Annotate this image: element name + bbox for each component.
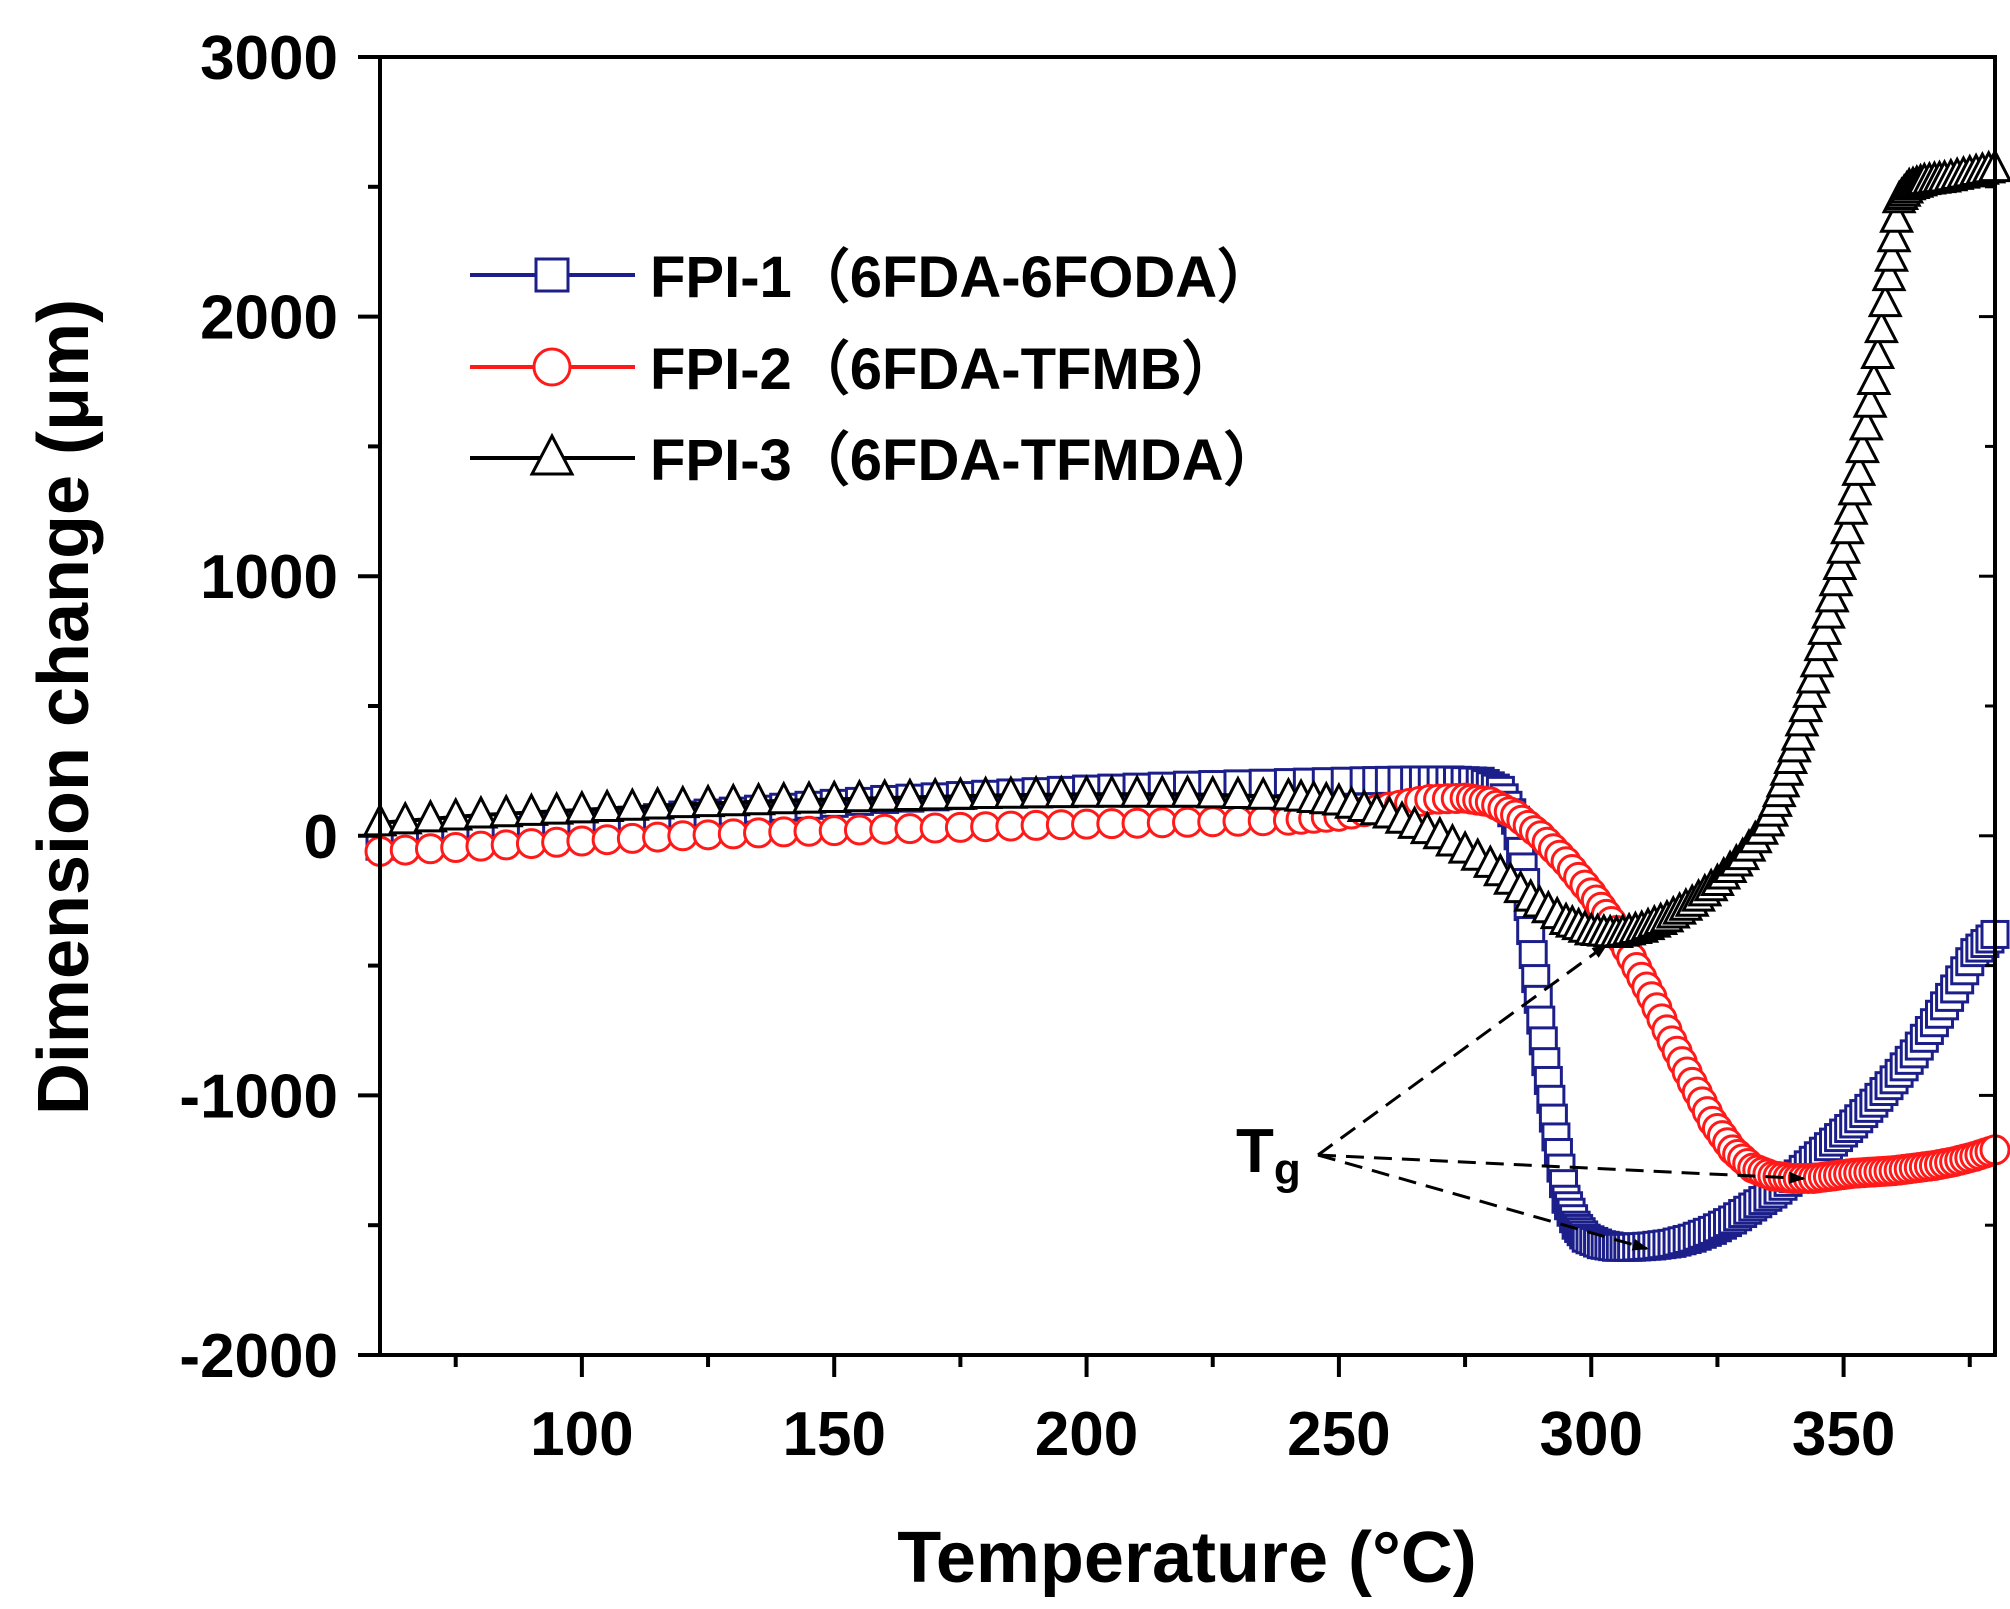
- data-point: [1874, 237, 1910, 272]
- x-tick-label: 300: [1540, 1400, 1643, 1469]
- y-tick-label: 3000: [200, 24, 338, 93]
- x-tick-label: 150: [782, 1400, 885, 1469]
- y-tick-label: -1000: [179, 1062, 338, 1131]
- data-point: [741, 781, 776, 816]
- data-point: [387, 800, 423, 835]
- data-point: [1848, 406, 1884, 441]
- data-point: [564, 789, 600, 824]
- data-point: [1876, 218, 1912, 253]
- data-point: [1795, 659, 1831, 694]
- data-point: [1245, 775, 1281, 810]
- data-point: [1863, 309, 1899, 344]
- data-point: [715, 782, 751, 817]
- data-point: [1220, 775, 1256, 810]
- data-point: [1845, 429, 1880, 464]
- x-tick-label: 250: [1287, 1400, 1390, 1469]
- y-tick-label: 2000: [200, 284, 338, 353]
- data-point: [463, 794, 499, 829]
- data-point: [993, 774, 1029, 809]
- data-point: [1871, 257, 1907, 292]
- data-point: [791, 779, 827, 814]
- data-point: [488, 793, 524, 828]
- tg-arrow-3: [1317, 1153, 1806, 1184]
- data-point: [1518, 940, 1548, 970]
- data-point: [1144, 773, 1180, 808]
- data-point: [1195, 774, 1231, 809]
- data-point: [1837, 471, 1873, 506]
- data-point: [816, 779, 852, 813]
- tg-arrow-1: [1317, 943, 1609, 1157]
- data-point: [1856, 361, 1892, 395]
- data-point: [1860, 335, 1896, 370]
- data-point: [1822, 546, 1858, 580]
- legend-item-3: FPI-3（6FDA-TFMDA）: [470, 428, 1282, 493]
- legend-item-1: FPI-1（6FDA-6FODA）: [470, 245, 1275, 310]
- data-point: [968, 775, 1004, 810]
- data-point: [892, 777, 928, 812]
- data-point: [1018, 774, 1054, 809]
- data-point: [413, 798, 448, 833]
- x-tick-label: 100: [530, 1400, 633, 1469]
- data-point: [1807, 611, 1843, 645]
- data-point: [1799, 643, 1835, 678]
- data-point: [1119, 773, 1155, 808]
- data-point: [614, 786, 650, 821]
- legend-label: FPI-1（6FDA-6FODA）: [650, 245, 1275, 310]
- legend: FPI-1（6FDA-6FODA） FPI-2（6FDA-TFMB） FPI-3（6…: [470, 245, 1282, 493]
- legend-marker: [534, 257, 570, 293]
- data-point: [665, 784, 701, 819]
- data-point: [1818, 562, 1854, 597]
- data-point: [766, 780, 802, 815]
- data-point: [1829, 510, 1865, 545]
- data-point: [1810, 594, 1846, 629]
- data-point: [1852, 383, 1888, 418]
- y-axis-label: Dimension change (μm): [24, 299, 104, 1115]
- data-point: [690, 783, 726, 818]
- legend-marker: [529, 432, 575, 476]
- data-point: [1069, 773, 1105, 808]
- legend-label: FPI-3（6FDA-TFMDA）: [650, 428, 1282, 493]
- legend-label: FPI-2（6FDA-TFMB）: [650, 337, 1240, 402]
- y-tick-label: -2000: [179, 1322, 338, 1391]
- data-point: [1043, 774, 1079, 809]
- y-axis: -2000 -1000 0 1000 2000 3000: [179, 24, 1995, 1391]
- data-point: [942, 775, 978, 810]
- x-tick-label: 350: [1792, 1400, 1895, 1469]
- x-axis-label: Temperature (°C): [897, 1518, 1477, 1598]
- data-point: [539, 790, 575, 825]
- x-tick-label: 200: [1035, 1400, 1138, 1469]
- y-tick-label: 0: [304, 803, 338, 872]
- legend-marker: [532, 347, 572, 387]
- data-point: [867, 777, 903, 812]
- data-point: [1803, 627, 1839, 662]
- series-2: [364, 782, 2010, 1194]
- y-tick-label: 1000: [200, 543, 338, 612]
- legend-item-2: FPI-2（6FDA-TFMB）: [470, 337, 1240, 402]
- data-point: [589, 788, 625, 823]
- data-point: [1879, 198, 1915, 233]
- data-point: [917, 776, 953, 811]
- data-point: [640, 785, 676, 820]
- tg-arrow-2: [1317, 1153, 1649, 1251]
- data-point: [1170, 773, 1205, 808]
- data-point: [1867, 283, 1903, 318]
- data-point: [1814, 578, 1850, 613]
- data-point: [1826, 529, 1862, 564]
- data-point: [1833, 491, 1869, 525]
- data-point: [1841, 452, 1877, 486]
- data-point: [841, 778, 877, 813]
- data-point: [513, 792, 549, 826]
- data-point: [438, 796, 474, 831]
- x-axis: 100 150 200 250 300 350: [453, 1355, 1972, 1469]
- data-point: [1094, 773, 1130, 808]
